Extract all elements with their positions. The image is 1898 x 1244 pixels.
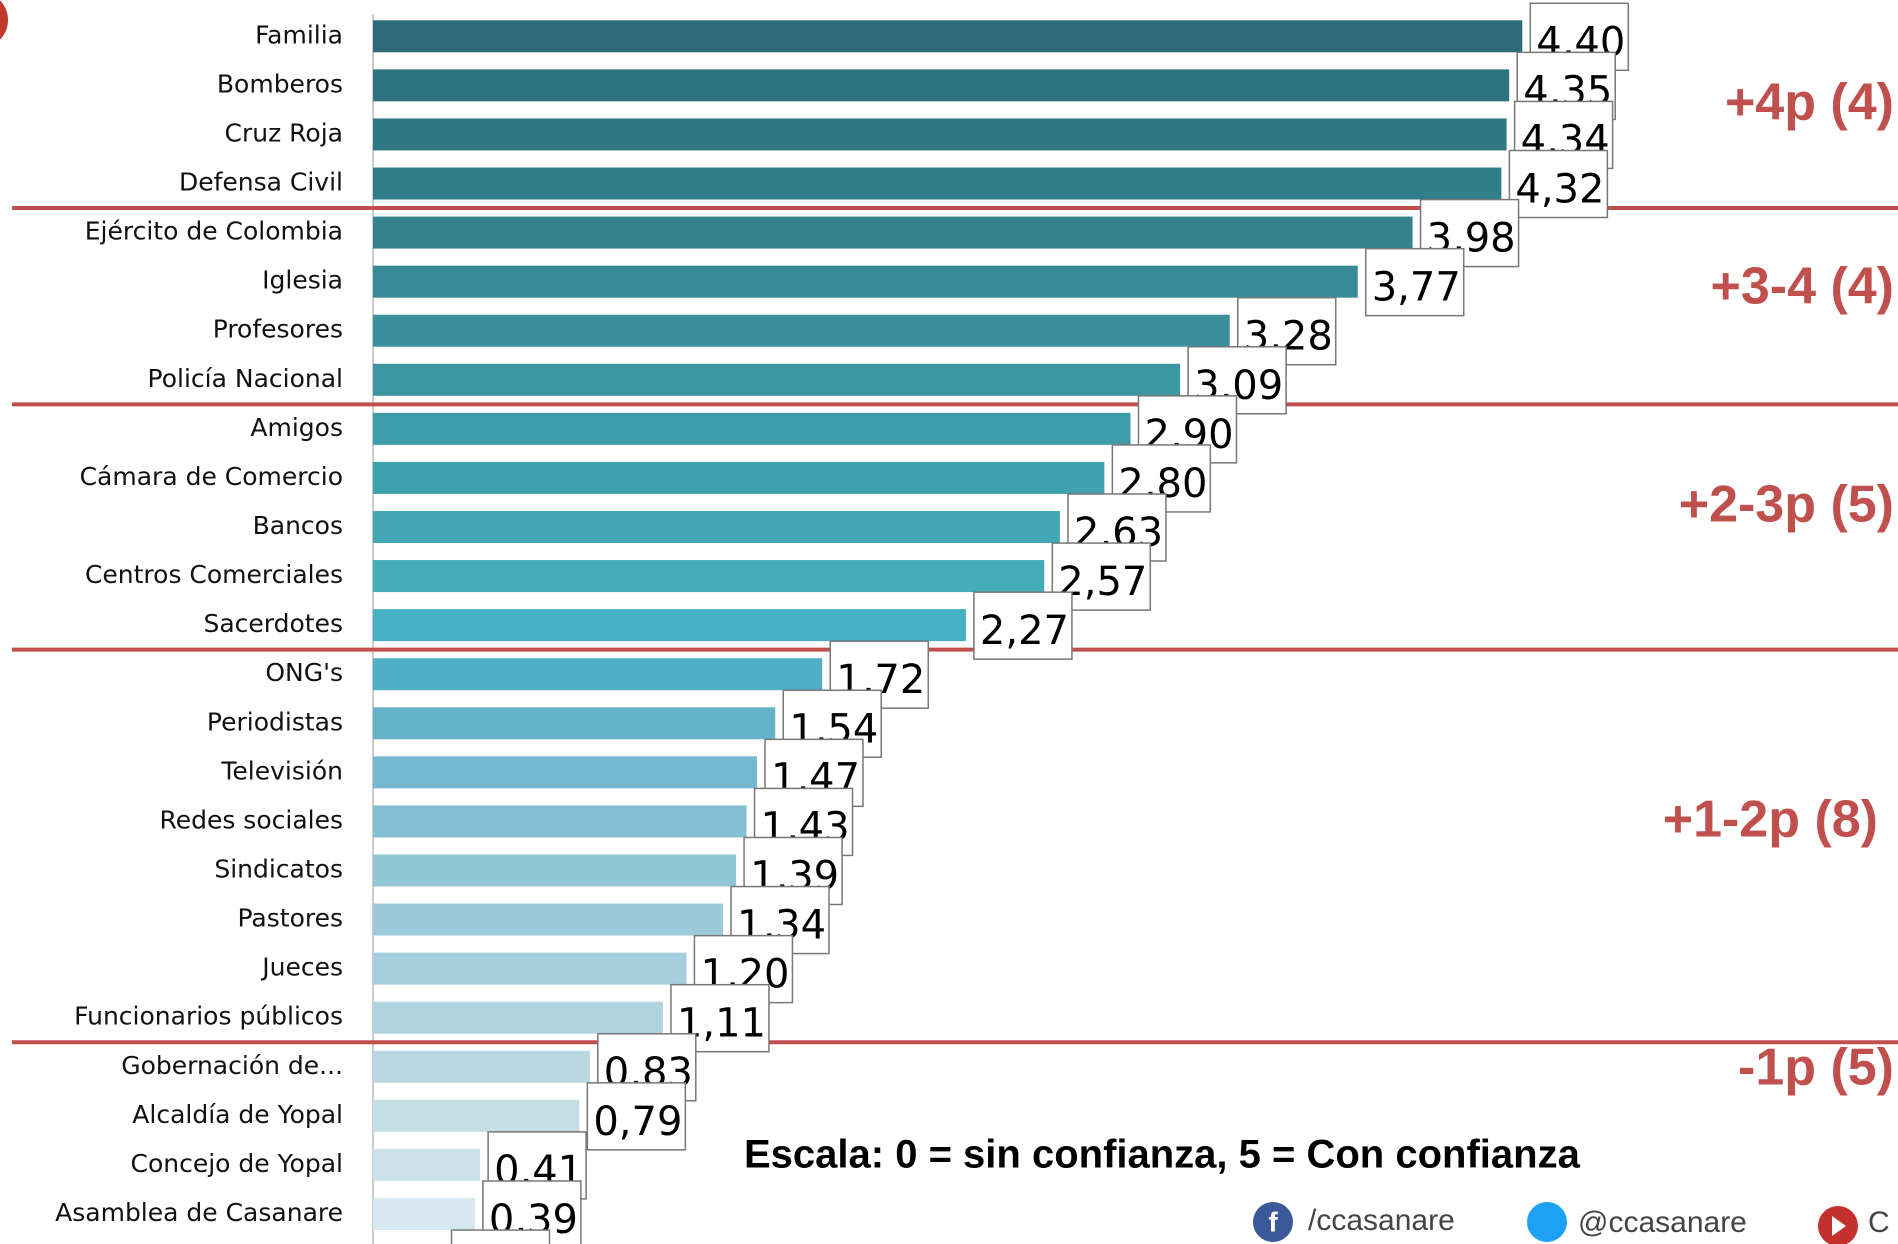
- bar: [373, 1197, 475, 1230]
- category-label: Asamblea de Casanare: [55, 1198, 343, 1227]
- category-label: Funcionarios públicos: [74, 1002, 343, 1031]
- bar: [373, 167, 1502, 200]
- bar: [373, 216, 1413, 249]
- value-label: 0,79: [593, 1099, 682, 1145]
- category-label: Amigos: [250, 413, 343, 442]
- bar: [373, 363, 1181, 396]
- value-label-box: [450, 1229, 551, 1244]
- bar: [373, 511, 1060, 543]
- category-label: Periodistas: [207, 707, 343, 736]
- bar: [373, 658, 823, 691]
- category-label: Centros Comerciales: [85, 560, 343, 589]
- bar: [373, 1148, 481, 1181]
- bar: [373, 609, 966, 642]
- category-label: Profesores: [213, 315, 343, 344]
- bar: [373, 1001, 663, 1034]
- bar: [373, 1050, 590, 1083]
- scale-note: Escala: 0 = sin confianza, 5 = Con confi…: [744, 1133, 1581, 1177]
- facebook-handle: /ccasanare: [1308, 1204, 1455, 1237]
- bar: [373, 952, 687, 985]
- category-label: ONG's: [265, 658, 343, 687]
- bar: [373, 118, 1507, 151]
- value-label: 2,27: [980, 608, 1069, 654]
- value-label: 3,77: [1372, 265, 1461, 311]
- category-label: Familia: [255, 20, 343, 49]
- category-label: Iglesia: [262, 266, 343, 295]
- bar: [373, 314, 1230, 347]
- value-label-box: [1508, 149, 1609, 219]
- bar: [373, 805, 747, 838]
- category-label: Ejército de Colombia: [85, 217, 343, 246]
- group-label: +4p (4): [1725, 74, 1894, 132]
- category-label: Defensa Civil: [179, 168, 343, 197]
- value-label-box: [586, 1082, 687, 1151]
- category-label: Policía Nacional: [148, 364, 343, 393]
- category-label: Cruz Roja: [225, 118, 343, 147]
- bar: [373, 265, 1358, 298]
- facebook-glyph: f: [1268, 1206, 1278, 1237]
- bar: [373, 707, 776, 740]
- bar: [373, 69, 1510, 102]
- value-label-box: [973, 591, 1073, 660]
- bar: [373, 20, 1523, 53]
- twitter-icon: [1527, 1202, 1567, 1242]
- category-label: Bancos: [253, 511, 343, 540]
- bar: [373, 1099, 580, 1132]
- bar: [373, 412, 1131, 445]
- category-label: Televisión: [220, 756, 343, 785]
- bar: [373, 560, 1045, 593]
- youtube-glyph: [1832, 1216, 1846, 1236]
- bar: [373, 461, 1105, 494]
- category-label: Sindicatos: [214, 854, 343, 883]
- twitter-handle: @ccasanare: [1578, 1206, 1747, 1239]
- group-label: +3-4 (4): [1710, 258, 1894, 316]
- logo-fragment: [0, 0, 8, 40]
- category-label: Gobernación de...: [121, 1051, 343, 1080]
- category-label: Alcaldía de Yopal: [132, 1100, 343, 1129]
- category-label: Concejo de Yopal: [131, 1149, 344, 1178]
- bar: [373, 854, 737, 887]
- value-label: 4,32: [1515, 167, 1604, 213]
- bar: [373, 756, 757, 789]
- category-label: Jueces: [260, 953, 343, 982]
- bar: [373, 903, 724, 936]
- category-label: Bomberos: [217, 69, 343, 98]
- value-label-box: [1364, 247, 1465, 317]
- category-label: Pastores: [237, 904, 343, 933]
- youtube-handle: C: [1868, 1206, 1890, 1239]
- category-label: Sacerdotes: [203, 609, 343, 638]
- facebook-icon: [1253, 1202, 1293, 1242]
- group-label: +1-2p (8): [1663, 791, 1878, 849]
- group-label: +2-3p (5): [1679, 476, 1894, 534]
- value-label: 2,57: [1058, 559, 1147, 605]
- category-label: Redes sociales: [159, 805, 343, 834]
- group-label: -1p (5): [1738, 1039, 1894, 1097]
- category-label: Cámara de Comercio: [80, 462, 343, 491]
